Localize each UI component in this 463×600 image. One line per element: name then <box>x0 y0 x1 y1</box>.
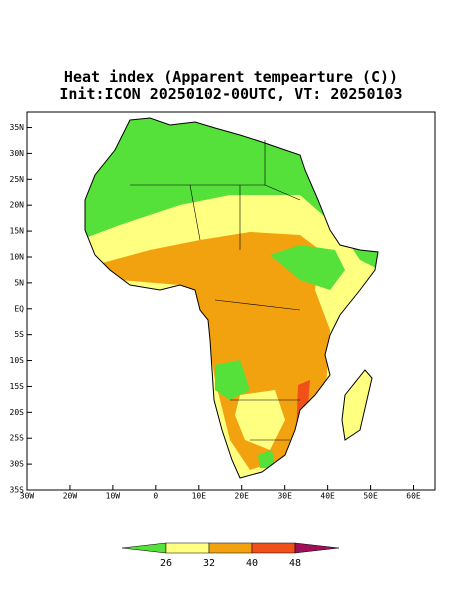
y-tick-label: 15S <box>10 382 25 391</box>
x-tick-label: 10W <box>106 492 121 501</box>
y-tick-label: 25N <box>10 175 25 184</box>
x-tick-label: 40E <box>320 492 335 501</box>
map-subtitle: Init:ICON 20250102-00UTC, VT: 20250103 <box>59 85 402 103</box>
y-tick-label: 15N <box>10 227 25 236</box>
y-tick-label: 10N <box>10 252 25 261</box>
y-tick-label: 35N <box>10 123 25 132</box>
y-tick-label: EQ <box>14 304 24 313</box>
x-tick-label: 0 <box>153 492 158 501</box>
y-tick-label: 30S <box>10 460 25 469</box>
map-title: Heat index (Apparent tempearture (C)) <box>64 68 398 86</box>
colorbar-segment <box>251 542 296 554</box>
y-tick-label: 20S <box>10 408 25 417</box>
colorbar-segment <box>121 542 167 554</box>
x-tick-label: 10E <box>192 492 207 501</box>
x-tick-label: 20E <box>235 492 250 501</box>
colorbar-segment <box>165 542 210 554</box>
borders <box>130 140 301 441</box>
x-tick-label: 30E <box>277 492 292 501</box>
colorbar: 26 32 40 48 <box>121 542 340 569</box>
x-tick-label: 60E <box>406 492 421 501</box>
y-tick-label: 20N <box>10 201 25 210</box>
x-tick-label: 30W <box>20 492 35 501</box>
colorbar-label: 48 <box>289 558 301 569</box>
y-tick-label: 30N <box>10 149 25 158</box>
y-tick-label: 10S <box>10 356 25 365</box>
madagascar <box>341 369 373 441</box>
coastline <box>84 117 379 479</box>
y-tick-label: 5N <box>14 278 24 287</box>
y-tick-label: 25S <box>10 434 25 443</box>
y-tick-label: 5S <box>14 330 24 339</box>
colorbar-label: 26 <box>160 558 172 569</box>
colorbar-label: 40 <box>246 558 258 569</box>
colorbar-segment <box>294 542 340 554</box>
axes: 30W 20W 10W 0 10E 20E 30E 40E 50E 60E 35N 30N 25N 20N… <box>10 123 421 500</box>
colorbar-segment <box>208 542 253 554</box>
x-tick-label: 20W <box>63 492 78 501</box>
x-tick-label: 50E <box>363 492 378 501</box>
y-tick-label: 35S <box>10 486 25 495</box>
colorbar-label: 32 <box>203 558 215 569</box>
